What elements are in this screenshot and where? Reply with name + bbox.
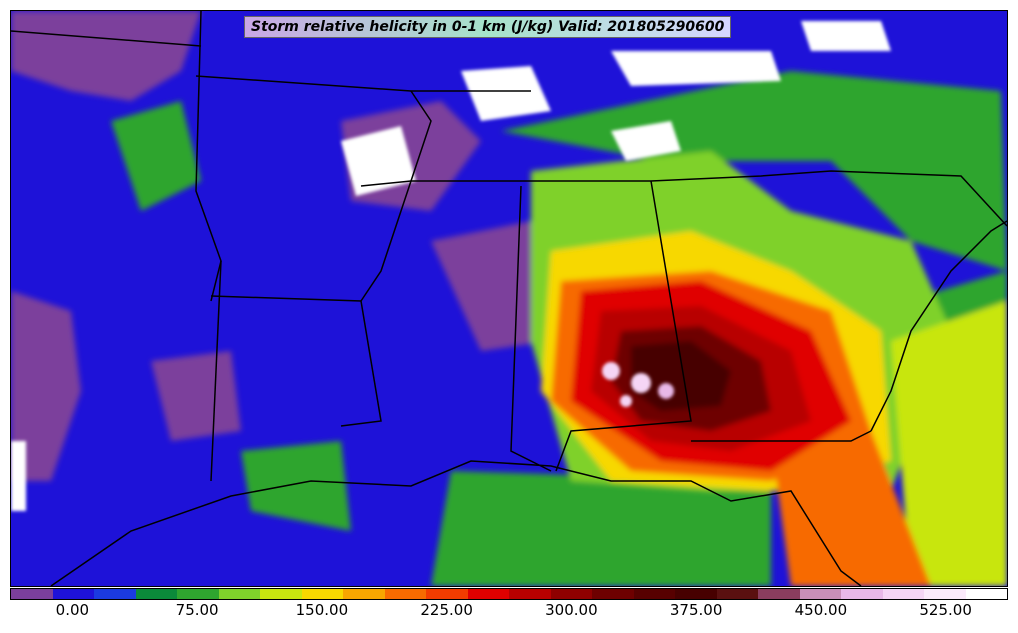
colorbar-segment (343, 589, 385, 599)
colorbar-segment (592, 589, 634, 599)
colorbar-segment (384, 589, 426, 599)
colorbar-segment (965, 589, 1007, 599)
coastline (50, 220, 1007, 586)
colorbar-tick-label: 525.00 (919, 601, 972, 619)
colorbar-segment (924, 589, 966, 599)
colorbar-segment (467, 589, 509, 599)
field-low-purple (11, 11, 201, 101)
colorbar-segment (716, 589, 758, 599)
colorbar-segment (758, 589, 800, 599)
colorbar-tick-label: 300.00 (545, 601, 598, 619)
colorbar-segment (633, 589, 675, 599)
colorbar-segment (11, 589, 53, 599)
colorbar-tick-label: 0.00 (55, 601, 90, 619)
colorbar-segment (135, 589, 177, 599)
colorbar-labels: 0.00 75.00 150.00 225.00 300.00 375.00 450.00 5… (10, 601, 1008, 625)
colorbar (10, 588, 1008, 600)
colorbar-segment (301, 589, 343, 599)
colorbar-tick-label: 450.00 (794, 601, 848, 619)
colorbar-segment (509, 589, 551, 599)
colorbar-segment (799, 589, 841, 599)
colorbar-segment (550, 589, 592, 599)
helicity-map (11, 11, 1007, 586)
colorbar-segment (260, 589, 302, 599)
colorbar-segment (882, 589, 924, 599)
colorbar-segment (218, 589, 260, 599)
colorbar-segment (426, 589, 468, 599)
colorbar-tick-label: 150.00 (295, 601, 349, 619)
map-title: Storm relative helicity in 0-1 km (J/kg)… (244, 16, 732, 38)
colorbar-segment (94, 589, 136, 599)
field-green (111, 101, 201, 211)
colorbar-segment (177, 589, 219, 599)
colorbar-tick-label: 75.00 (175, 601, 219, 619)
colorbar-segment (52, 589, 94, 599)
colorbar-tick-label: 375.00 (669, 601, 723, 619)
map-panel (10, 10, 1008, 587)
colorbar-tick-label: 225.00 (420, 601, 473, 619)
colorbar-segment (675, 589, 717, 599)
state-boundaries (11, 11, 1007, 482)
colorbar-segment (841, 589, 883, 599)
